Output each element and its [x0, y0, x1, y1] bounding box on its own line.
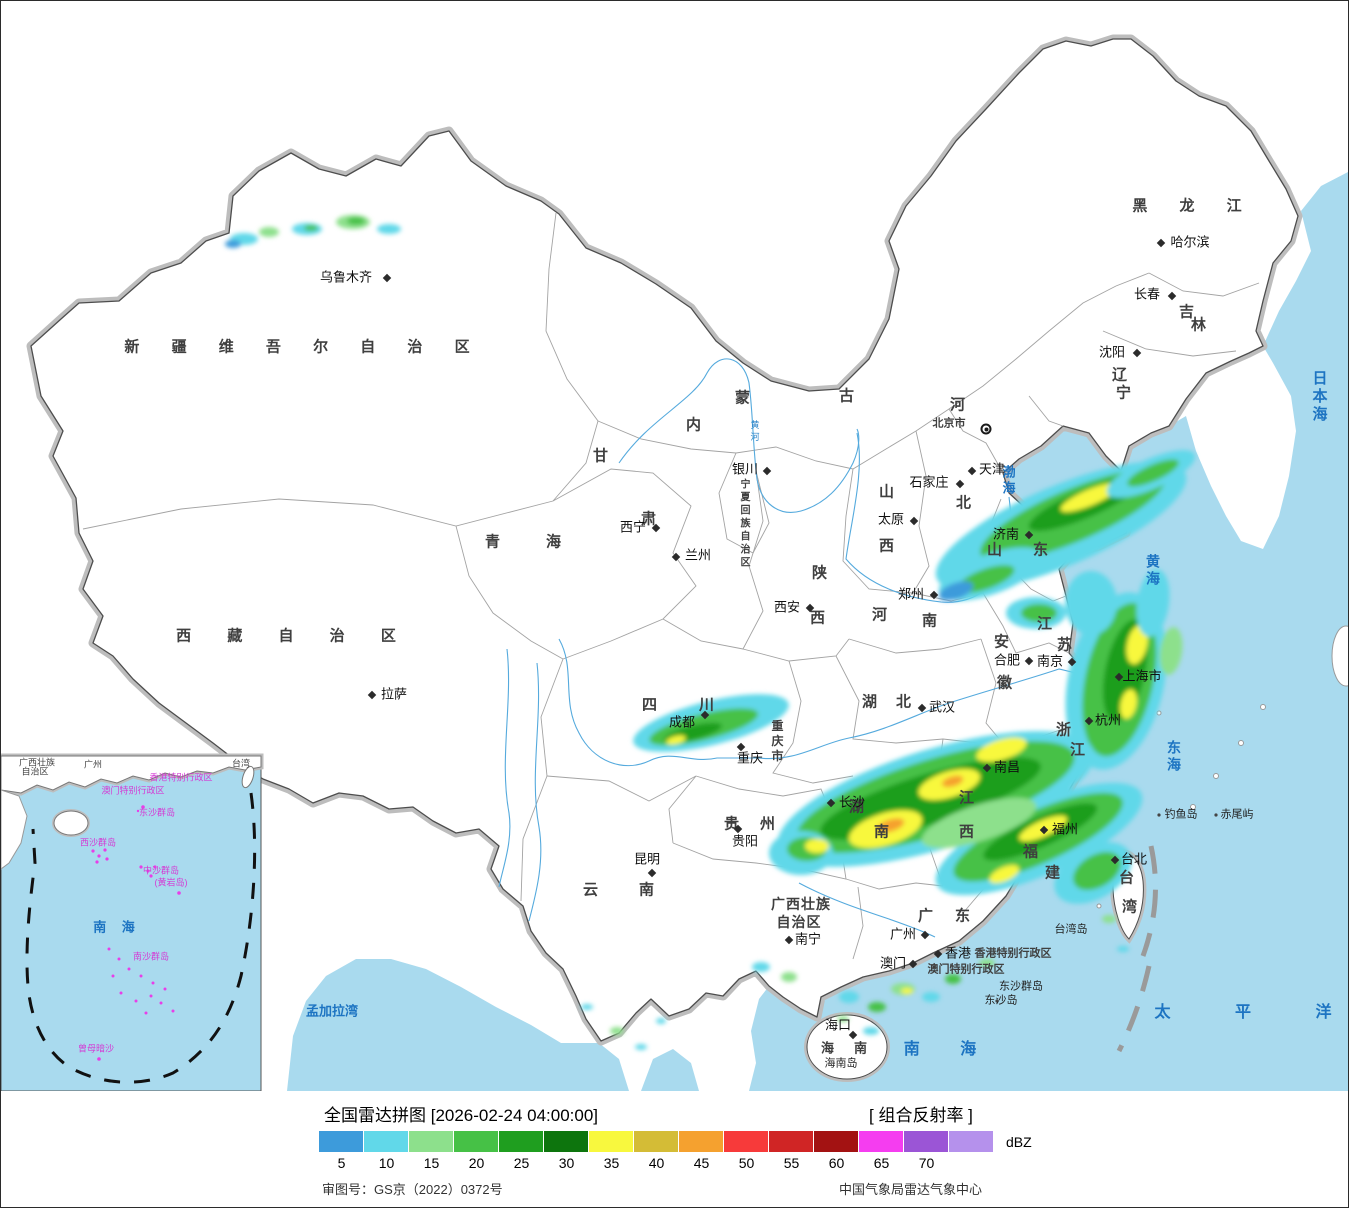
tick-label: 65 [873, 1155, 890, 1171]
colorbar-segment [904, 1131, 949, 1152]
inset-hainan [53, 810, 89, 836]
colorbar-segment [544, 1131, 589, 1152]
approval-label: 审图号：GS京（2022）0372号 [322, 1182, 503, 1197]
colorbar-segment [814, 1131, 859, 1152]
tick-label: 40 [648, 1155, 665, 1171]
colorbar-segment [859, 1131, 904, 1152]
colorbar-ticks: 5 10 15 20 25 30 35 40 45 50 55 60 65 70 [319, 1155, 994, 1171]
tick-label: 60 [828, 1155, 845, 1171]
colorbar-segment [409, 1131, 454, 1152]
tick-label: 45 [693, 1155, 710, 1171]
colorbar-segment [364, 1131, 409, 1152]
sea-east-south [749, 172, 1348, 1091]
unit-label: dBZ [1006, 1134, 1032, 1150]
chiwei-dot [1214, 813, 1218, 817]
colorbar-segment [724, 1131, 769, 1152]
colorbar-segment [454, 1131, 499, 1152]
inset-coast [1, 755, 262, 794]
inset-map [1, 753, 264, 1091]
tick-label: 15 [423, 1155, 440, 1171]
map-title: 全国雷达拼图 [2026-02-24 04:00:00] [324, 1106, 599, 1125]
nine-dash-line [25, 792, 257, 1084]
sea-gulf-of-thailand [641, 1049, 699, 1091]
legend-panel: 全国雷达拼图 [2026-02-24 04:00:00] [ 组合反射率 ] d… [1, 1091, 1348, 1207]
tick-label: 35 [603, 1155, 620, 1171]
radar-echoes [225, 215, 1196, 1050]
china-map-svg [1, 1, 1348, 1091]
sea-bay-of-bengal [287, 959, 629, 1091]
colorbar [319, 1131, 994, 1152]
hainan-island [806, 1014, 888, 1080]
colorbar-segment [589, 1131, 634, 1152]
colorbar-segment [679, 1131, 724, 1152]
ryukyu-arc [1140, 845, 1158, 957]
tick-label: 5 [337, 1155, 346, 1171]
colorbar-segment [769, 1131, 814, 1152]
tick-label: 70 [918, 1155, 935, 1171]
ryukyu-arc-2 [1116, 965, 1152, 1053]
colorbar-segment [499, 1131, 544, 1152]
product-label: [ 组合反射率 ] [869, 1106, 973, 1125]
kyushu [1331, 625, 1348, 687]
tick-label: 55 [783, 1155, 800, 1171]
tick-label: 50 [738, 1155, 755, 1171]
inset-island-dots [91, 805, 181, 1061]
tick-label [949, 1155, 994, 1171]
tick-label: 25 [513, 1155, 530, 1171]
diaoyu-dot [1157, 813, 1161, 817]
source-label: 中国气象局雷达气象中心 [839, 1182, 983, 1197]
inset-vietnam [1, 789, 28, 870]
dongsha-dot [995, 999, 999, 1003]
tick-label: 10 [378, 1155, 395, 1171]
tick-label: 30 [558, 1155, 575, 1171]
radar-map: 黑 龙 江吉林辽宁内蒙古新 疆 维 吾 尔 自 治 区西 藏 自 治 区青海甘肃… [1, 1, 1348, 1091]
colorbar-segment [634, 1131, 679, 1152]
colorbar-segment [949, 1131, 994, 1152]
tick-label: 20 [468, 1155, 485, 1171]
colorbar-segment [319, 1131, 364, 1152]
inset-taiwan [241, 765, 255, 789]
